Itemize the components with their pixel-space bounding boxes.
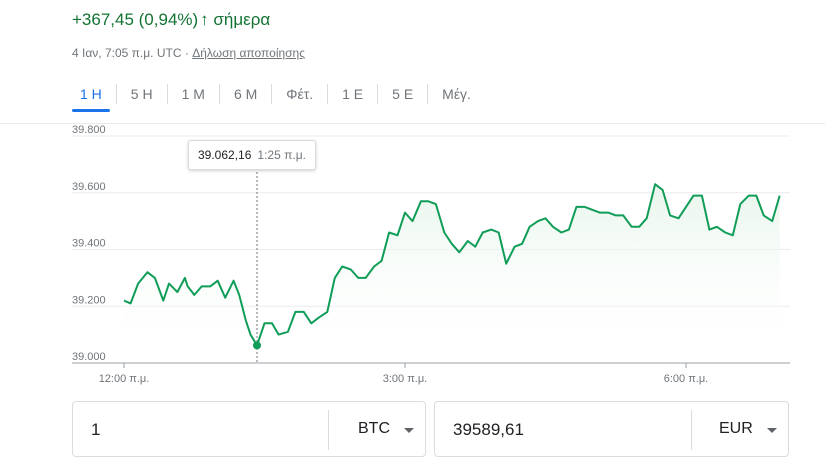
hover-point	[253, 341, 262, 350]
tab-range-3[interactable]: 6 Μ	[218, 84, 271, 104]
meta-separator: ·	[184, 46, 189, 60]
y-tick-label: 39.400	[72, 238, 106, 250]
chevron-down-icon[interactable]	[404, 428, 414, 433]
tooltip-time: 1:25 π.μ.	[257, 148, 306, 162]
divider	[0, 123, 825, 124]
y-tick-label: 39.000	[72, 351, 106, 363]
price-line	[123, 183, 781, 347]
tooltip-value: 39.062,16	[198, 148, 252, 162]
tab-range-7[interactable]: Μέγ.	[427, 84, 485, 104]
y-tick-label: 39.800	[72, 124, 106, 136]
from-amount-input[interactable]: 1	[91, 420, 101, 439]
converter-divider	[691, 410, 692, 450]
converter-divider	[328, 410, 329, 450]
price-change: +367,45 (0,94%) ↑ σήμερα	[72, 10, 270, 30]
tab-range-4[interactable]: Φέτ.	[271, 84, 327, 104]
from-currency-select[interactable]: BTC	[358, 420, 390, 437]
to-amount-input[interactable]: 39589,61	[453, 420, 524, 439]
tab-range-2[interactable]: 1 Μ	[166, 84, 219, 104]
to-currency-select[interactable]: EUR	[719, 420, 753, 437]
up-arrow-icon: ↑	[200, 10, 209, 29]
x-tick-label: 3:00 π.μ.	[383, 373, 428, 385]
converter-to: 39589,61 EUR	[434, 401, 789, 457]
tab-range-1[interactable]: 5 Η	[115, 84, 167, 104]
chevron-down-icon[interactable]	[767, 428, 777, 433]
area-fill	[124, 184, 780, 363]
tab-range-5[interactable]: 1 Ε	[327, 84, 377, 104]
y-tick-label: 39.600	[72, 181, 106, 193]
timestamp: 4 Ιαν, 7:05 π.μ. UTC	[72, 46, 182, 60]
price-chart[interactable]: 39.000 39.200 39.400 39.600 39.800 12:00 π.μ.…	[0, 124, 825, 394]
price-change-value: +367,45 (0,94%)	[72, 10, 199, 29]
x-tick-label: 12:00 π.μ.	[99, 373, 150, 385]
disclaimer-link[interactable]: Δήλωση αποποίησης	[192, 46, 306, 60]
price-change-period: σήμερα	[213, 10, 271, 29]
y-tick-label: 39.200	[72, 294, 106, 306]
converter-from: 1 BTC	[72, 401, 426, 457]
x-tick-label: 6:00 π.μ.	[664, 373, 709, 385]
timestamp-line: 4 Ιαν, 7:05 π.μ. UTC · Δήλωση αποποίησης	[72, 46, 305, 60]
tab-range-0[interactable]: 1 Η	[66, 84, 116, 112]
tab-range-6[interactable]: 5 Ε	[377, 84, 427, 104]
chart-tooltip: 39.062,16 1:25 π.μ.	[188, 140, 316, 170]
